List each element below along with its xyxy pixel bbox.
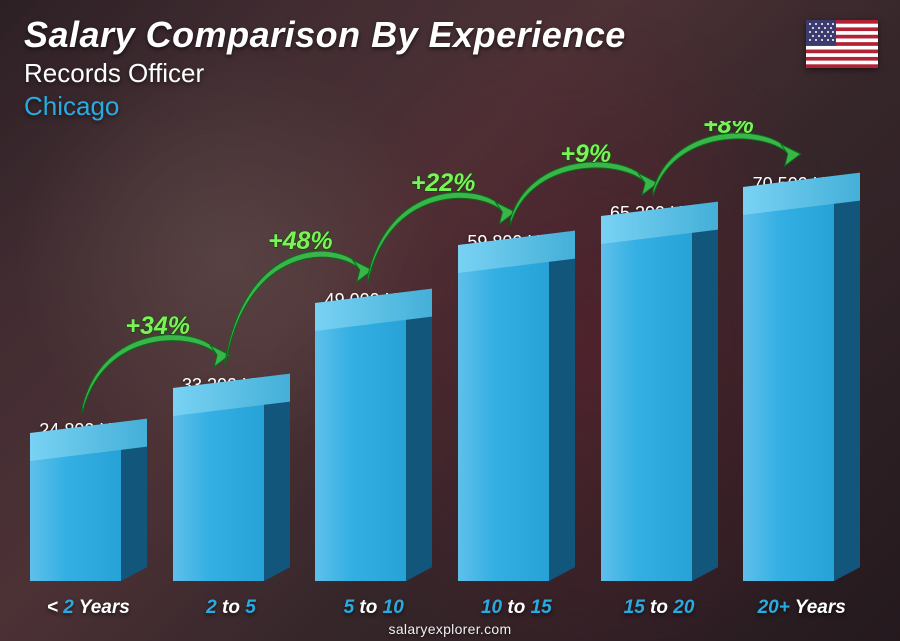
bar-column: 65,200 USD — [601, 203, 718, 581]
x-axis-labels: < 2 Years 2 to 5 5 to 10 10 to 15 15 to 20 20… — [30, 597, 860, 619]
bar — [315, 317, 432, 581]
bar-column: 24,800 USD — [30, 420, 147, 581]
bar — [30, 447, 147, 581]
x-axis-label: 10 to 15 — [458, 597, 575, 619]
bar — [601, 230, 718, 581]
bar — [173, 402, 290, 581]
bar-column: 70,500 USD — [743, 174, 860, 581]
us-flag-icon — [806, 20, 878, 68]
x-axis-label: 5 to 10 — [315, 597, 432, 619]
x-axis-label: 2 to 5 — [173, 597, 290, 619]
x-axis-label: 15 to 20 — [601, 597, 718, 619]
chart-title: Salary Comparison By Experience — [24, 14, 626, 56]
chart-location: Chicago — [24, 91, 626, 122]
bar-chart: 24,800 USD33,200 USD49,000 USD59,800 USD… — [30, 121, 860, 581]
title-block: Salary Comparison By Experience Records … — [24, 14, 626, 122]
x-axis-label: 20+ Years — [743, 597, 860, 619]
bar-column: 59,800 USD — [458, 232, 575, 581]
bar — [743, 201, 860, 581]
infographic-stage: Salary Comparison By Experience Records … — [0, 0, 900, 641]
x-axis-label: < 2 Years — [30, 597, 147, 619]
footer-attribution: salaryexplorer.com — [0, 621, 900, 637]
chart-subtitle: Records Officer — [24, 58, 626, 89]
bar-column: 33,200 USD — [173, 375, 290, 581]
bar — [458, 259, 575, 581]
bar-column: 49,000 USD — [315, 290, 432, 581]
